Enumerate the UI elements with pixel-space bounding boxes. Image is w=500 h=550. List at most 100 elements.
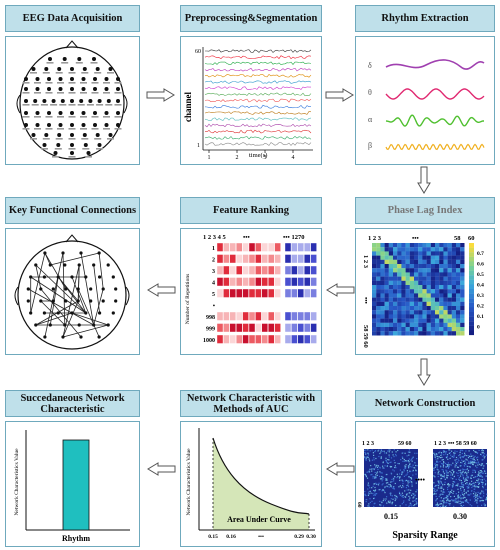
connection-line	[44, 252, 64, 338]
x-tick-label: •••	[258, 534, 264, 540]
pli-cell	[393, 289, 398, 294]
matrix-cell	[453, 495, 455, 497]
electrode-label-mark	[52, 156, 59, 158]
matrix-cell	[439, 461, 441, 463]
matrix-cell	[448, 485, 450, 487]
matrix-cell	[482, 487, 484, 489]
connection-line	[50, 252, 100, 266]
pli-cell	[430, 297, 436, 302]
matrix-cell	[435, 495, 437, 498]
pli-cell	[439, 331, 444, 336]
ranking-cell	[261, 334, 269, 344]
matrix-cell	[405, 464, 407, 466]
panel-body: 1 2 3 59 60 1 2 3 ••• 58 59 60 •••• 60 0…	[355, 421, 495, 547]
panel-title: Feature Ranking	[180, 197, 322, 224]
matrix-cell	[480, 470, 482, 472]
matrix-cell	[392, 469, 394, 471]
matrix-cell	[447, 499, 449, 501]
matrix-cell	[393, 459, 395, 461]
pli-cell	[376, 247, 381, 252]
matrix-cell	[405, 460, 407, 462]
matrix-cell	[379, 471, 381, 473]
pli-cell	[409, 297, 415, 302]
electrode-dot	[98, 311, 102, 315]
matrix-cell	[399, 473, 401, 475]
electrode-label-mark	[34, 82, 41, 84]
pli-cell	[380, 331, 385, 336]
electrode-dot	[47, 111, 51, 115]
matrix-cell	[409, 481, 411, 483]
matrix-cell	[458, 477, 460, 479]
pli-cell	[460, 285, 465, 290]
pli-cell	[439, 272, 444, 277]
rhythm-bar	[62, 439, 90, 531]
pli-cell	[435, 243, 440, 248]
matrix-cell	[371, 459, 373, 461]
matrix-cell	[384, 492, 386, 494]
matrix-cell	[385, 457, 387, 459]
pli-cell	[426, 301, 431, 307]
x-axis-label: Rhythm	[62, 534, 90, 543]
matrix-cell	[415, 469, 417, 471]
pli-cell	[376, 285, 381, 290]
pli-cell	[393, 255, 398, 260]
matrix-cell	[455, 464, 457, 467]
matrix-cell	[401, 486, 403, 489]
ranking-cell	[274, 334, 281, 344]
pli-cell	[380, 276, 385, 281]
pli-cell	[409, 314, 415, 319]
pli-cell	[422, 255, 427, 260]
pli-cell	[439, 293, 444, 298]
matrix-cell	[440, 465, 442, 467]
panel-title: Network Construction	[355, 390, 495, 417]
pli-cell	[422, 259, 427, 265]
matrix-cell	[462, 485, 464, 487]
matrix-cell	[445, 502, 447, 504]
matrix-cell	[440, 452, 442, 454]
matrix-cell	[416, 452, 418, 454]
matrix-cell	[473, 459, 475, 461]
matrix-cell	[370, 492, 372, 494]
matrix-cell	[466, 499, 468, 501]
matrix-cell	[436, 464, 439, 466]
matrix-cell	[407, 499, 410, 501]
pli-cell	[435, 251, 440, 256]
matrix-cell	[470, 463, 472, 465]
pli-cell	[451, 255, 457, 260]
matrix-cell	[461, 497, 463, 499]
matrix-cell	[384, 486, 386, 488]
matrix-cell	[478, 474, 480, 477]
ranking-cell	[261, 265, 269, 275]
pli-cell	[372, 247, 377, 252]
electrode-dot	[48, 323, 52, 327]
matrix-cell	[447, 465, 449, 467]
matrix-cell	[407, 460, 410, 462]
matrix-cell	[383, 490, 386, 492]
row-label: 1	[212, 246, 215, 252]
pli-cell	[456, 310, 461, 315]
pli-cell	[372, 268, 377, 273]
matrix-cell	[441, 482, 443, 484]
pli-cell	[426, 280, 431, 286]
pli-cell	[443, 310, 448, 315]
electrode-dot	[83, 143, 88, 147]
matrix-cell	[390, 466, 392, 468]
matrix-cell	[452, 485, 454, 487]
pli-cell	[409, 322, 415, 328]
matrix-cell	[376, 474, 378, 476]
pli-cell	[388, 297, 394, 302]
matrix-cell	[444, 497, 446, 499]
ranking-cell	[242, 311, 249, 321]
matrix-cell	[401, 503, 403, 505]
matrix-cell	[459, 456, 461, 458]
electrode-label-mark	[68, 148, 76, 150]
electrode-label-mark	[46, 62, 54, 64]
pli-cell	[414, 285, 419, 290]
matrix-cell	[452, 484, 454, 486]
pli-cell	[443, 331, 448, 336]
pli-cell	[443, 289, 448, 294]
electrode-dot	[70, 111, 74, 115]
electrode-dot	[51, 99, 56, 103]
matrix-cell	[384, 452, 386, 454]
matrix-cell	[442, 469, 444, 471]
